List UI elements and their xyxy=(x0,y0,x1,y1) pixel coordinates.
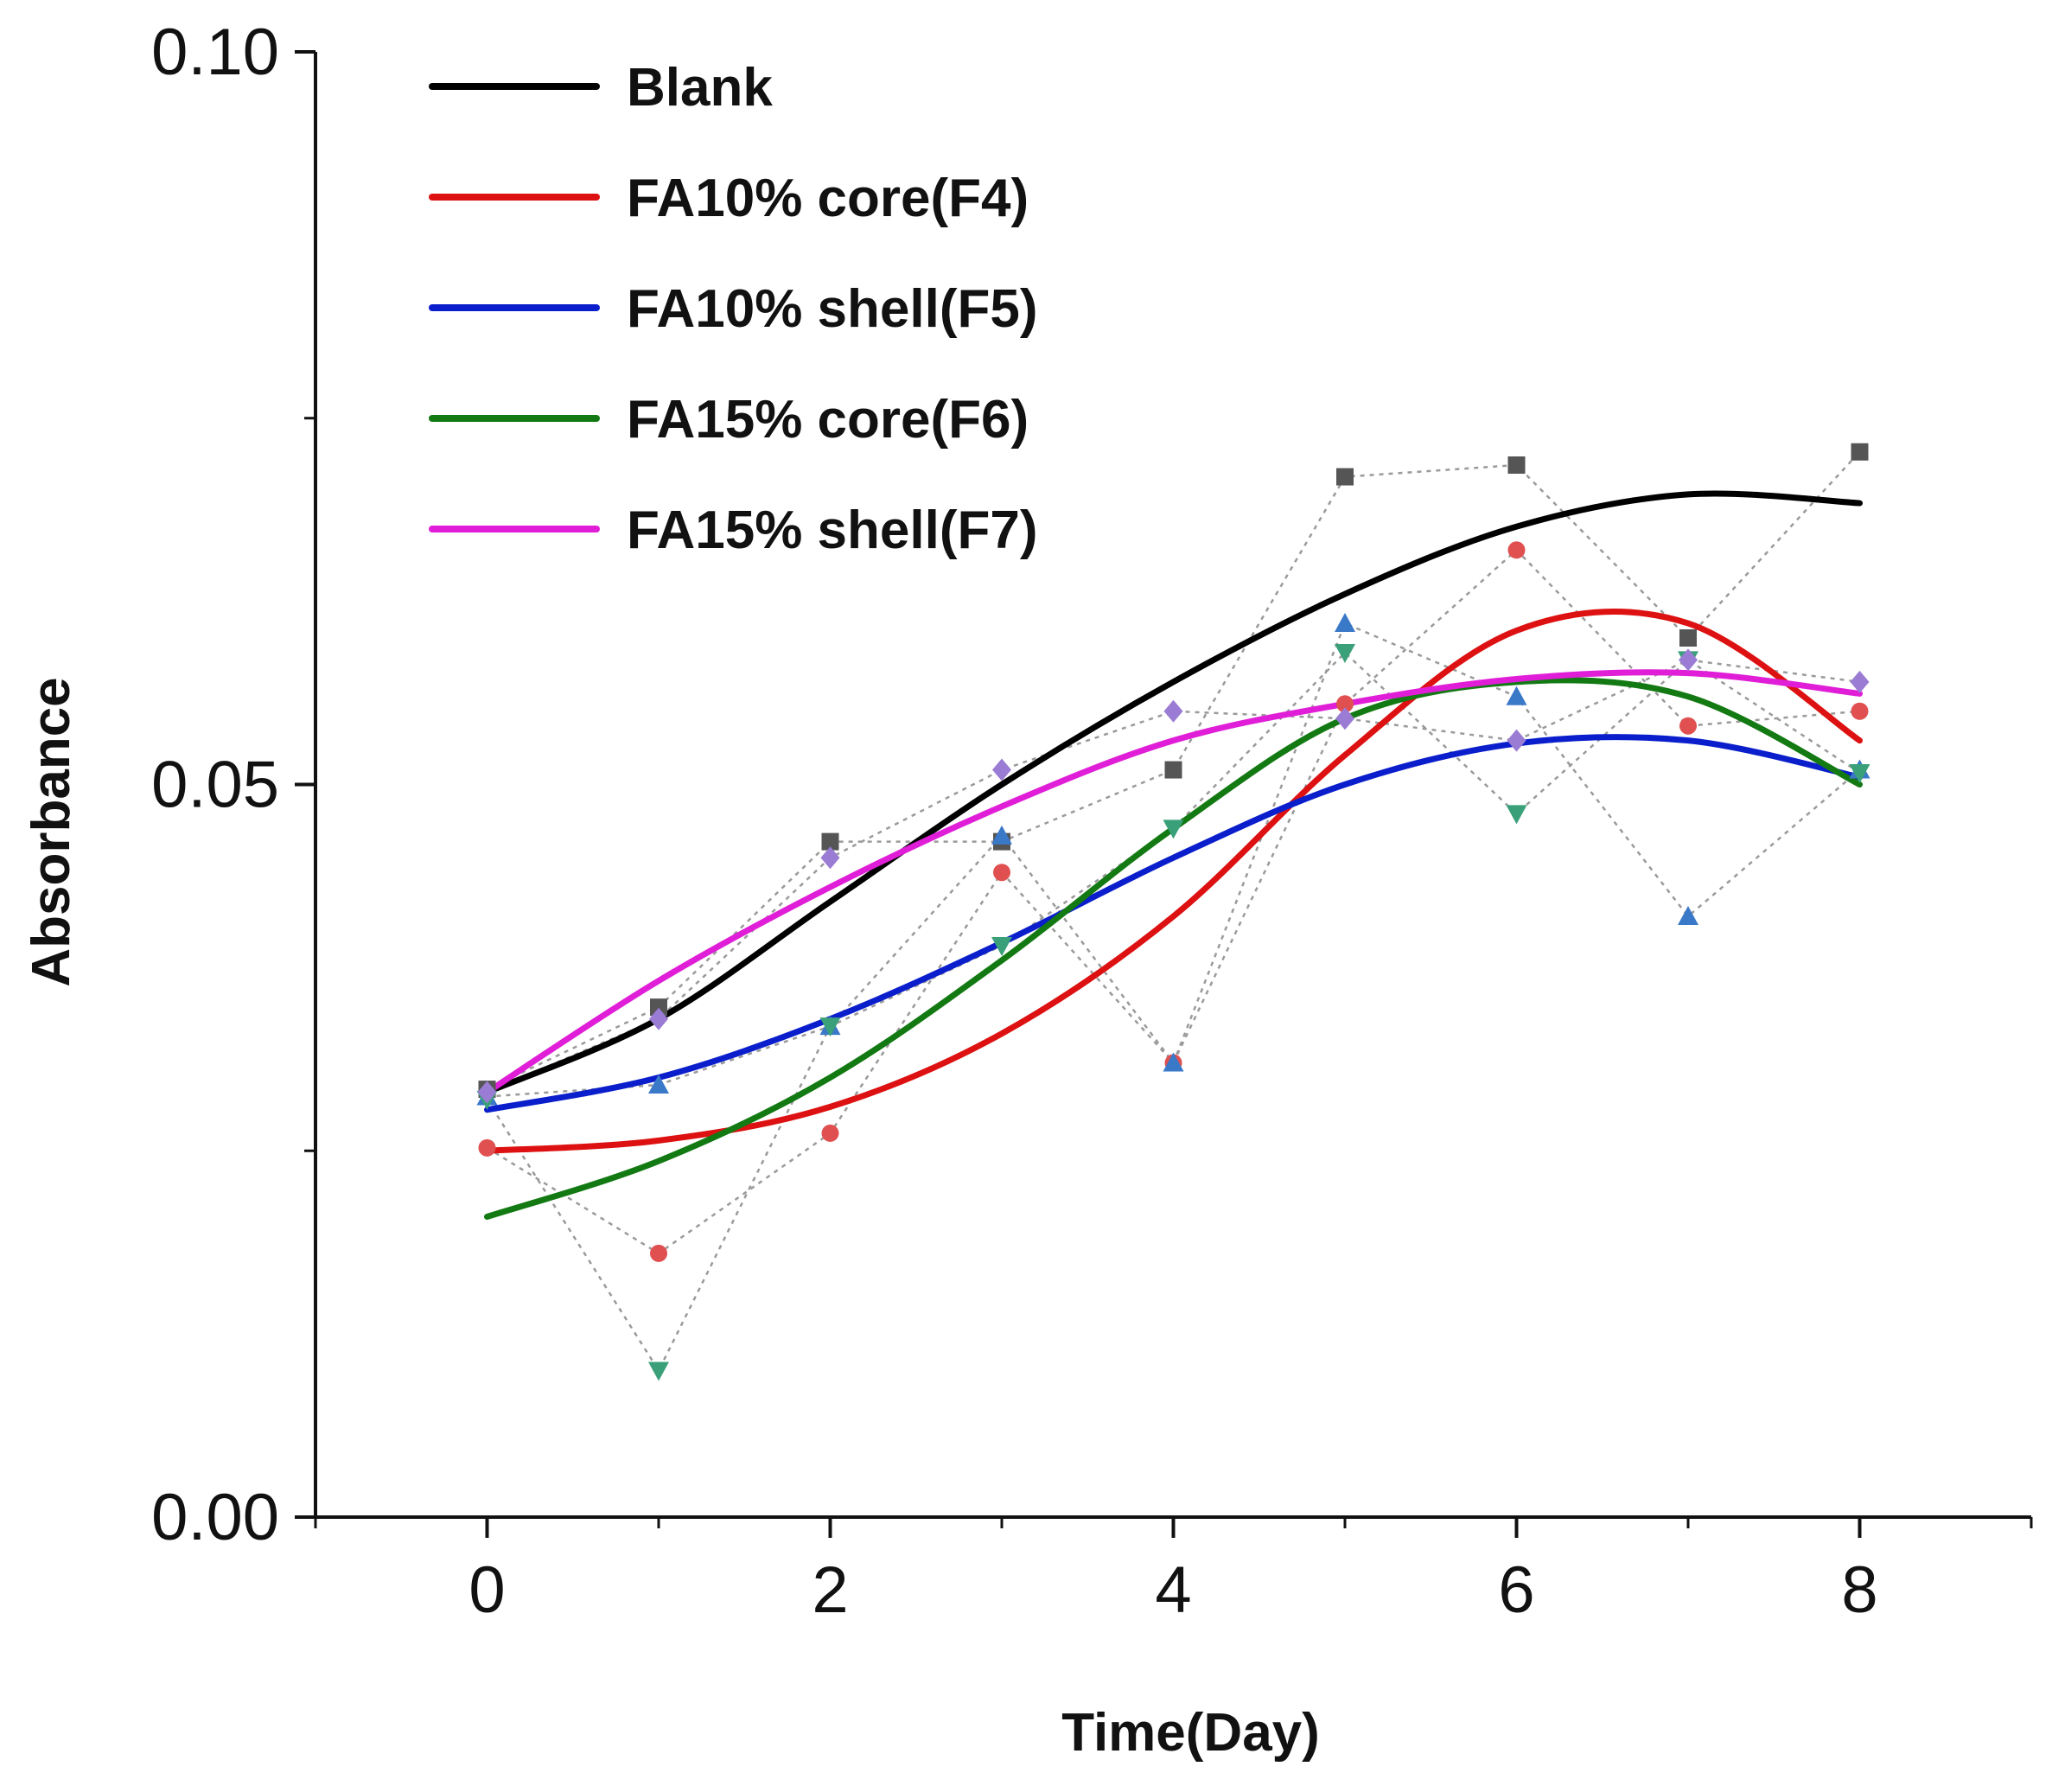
series-2-point-circle xyxy=(821,1124,839,1142)
y-tick-label: 0.05 xyxy=(151,749,279,822)
series-2-point-circle xyxy=(478,1138,496,1157)
series-3-point-triangle-up xyxy=(1335,613,1355,633)
series-4-connector xyxy=(486,651,1861,1374)
series-3-point-triangle-up xyxy=(1163,1052,1184,1072)
series-1-point-square xyxy=(1679,629,1697,647)
series-3-point-triangle-up xyxy=(991,825,1012,845)
x-tick-label: 2 xyxy=(812,1553,848,1627)
series-5-point-diamond xyxy=(1163,699,1183,723)
legend-label-5: FA15% shell(F7) xyxy=(627,501,1037,560)
series-2-point-circle xyxy=(993,864,1010,882)
series-5-connector xyxy=(487,659,1860,1094)
series-4-point-triangle-down xyxy=(819,1017,841,1037)
legend-label-2: FA10% core(F4) xyxy=(627,169,1029,228)
data-markers xyxy=(476,443,1870,1381)
series-1-point-square xyxy=(650,998,667,1017)
series-1-point-square xyxy=(1336,468,1354,486)
fitted-curves xyxy=(484,490,1863,1221)
series-2-point-circle xyxy=(1851,702,1869,720)
series-2-point-circle xyxy=(1507,541,1526,559)
legend: Blank FA10% core(F4) FA10% shell(F5) FA15% … xyxy=(429,58,1037,560)
series-3-point-triangle-up xyxy=(1506,686,1527,705)
series-5-point-diamond xyxy=(649,1007,668,1030)
series-2-point-circle xyxy=(650,1244,667,1262)
y-tick-label: 0.00 xyxy=(151,1481,279,1554)
series-5-point-diamond xyxy=(992,758,1011,781)
series-1-connector xyxy=(486,450,1861,1091)
series-5-point-diamond xyxy=(1335,707,1354,730)
series-5-point-diamond xyxy=(1507,729,1526,752)
series-1-point-square xyxy=(821,832,839,851)
series-1-point-square xyxy=(1507,456,1526,474)
series-4-point-triangle-down xyxy=(648,1362,669,1381)
x-tick-label: 8 xyxy=(1841,1553,1877,1627)
axes: 0 2 4 6 8 0.00 0.05 0.10 xyxy=(151,16,2033,1627)
x-tick-label: 4 xyxy=(1155,1553,1191,1627)
series-5-point-diamond xyxy=(477,1081,497,1104)
series-2-point-circle xyxy=(1679,717,1697,735)
legend-label-4: FA15% core(F6) xyxy=(627,390,1029,450)
series-5-point-diamond xyxy=(820,846,840,870)
series-4-point-triangle-down xyxy=(1163,819,1184,839)
series-5-fit-line xyxy=(484,669,1863,1095)
marker-connector-lines xyxy=(486,450,1861,1374)
series-3-point-triangle-up xyxy=(1678,906,1698,926)
series-4-point-triangle-down xyxy=(1506,805,1527,825)
series-5-point-diamond xyxy=(1679,648,1698,672)
y-tick-label: 0.10 xyxy=(151,16,279,89)
series-1-fit-line xyxy=(484,490,1863,1095)
legend-label-3: FA10% shell(F5) xyxy=(627,279,1037,339)
series-3-point-triangle-up xyxy=(648,1074,669,1094)
series-2-point-circle xyxy=(1336,695,1354,713)
series-3-fit-line xyxy=(484,734,1863,1113)
series-1-point-square xyxy=(1851,443,1869,461)
series-5-point-diamond xyxy=(1850,670,1870,693)
series-4-point-triangle-down xyxy=(1335,643,1355,663)
x-tick-label: 0 xyxy=(468,1553,505,1627)
series-4-point-triangle-down xyxy=(991,936,1012,956)
x-axis-title: Time(Day) xyxy=(1061,1703,1320,1763)
legend-label-1: Blank xyxy=(627,58,773,118)
y-axis-title: Absorbance xyxy=(22,677,81,986)
x-tick-label: 6 xyxy=(1498,1553,1534,1627)
series-4-point-triangle-down xyxy=(1849,763,1870,783)
series-1-point-square xyxy=(1164,761,1182,779)
